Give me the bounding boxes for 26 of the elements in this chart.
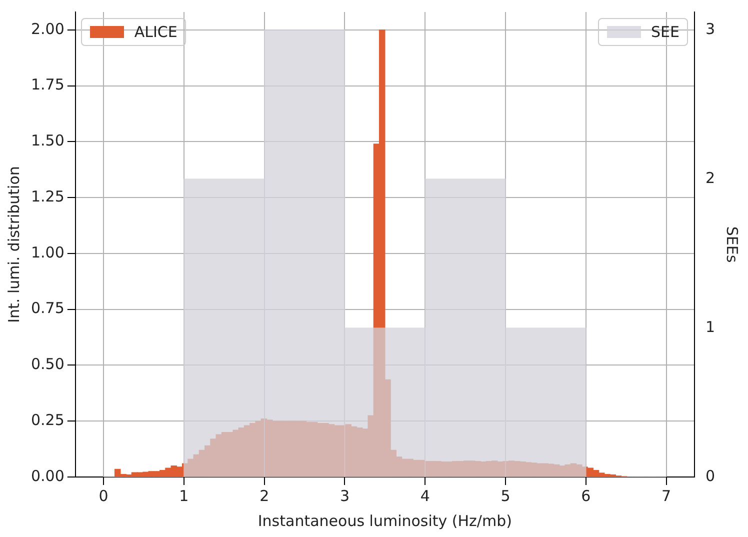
y2-axis-title: SEEs bbox=[723, 226, 742, 263]
y2-tick-label: 1 bbox=[705, 318, 716, 336]
y-tick-label: 0.50 bbox=[30, 355, 64, 374]
legend-label: ALICE bbox=[134, 23, 178, 41]
x-tick-label: 3 bbox=[340, 486, 350, 505]
x-tick-label: 1 bbox=[179, 486, 189, 505]
x-tick-label: 7 bbox=[662, 486, 672, 505]
x-tick-label: 2 bbox=[260, 486, 270, 505]
y-tick-label: 1.00 bbox=[30, 243, 64, 262]
x-tick-label: 0 bbox=[98, 486, 108, 505]
legend-label: SEE bbox=[650, 23, 680, 41]
y2-tick-label: 0 bbox=[705, 466, 716, 485]
y2-tick-label: 3 bbox=[705, 20, 716, 38]
y-tick-label: 2.00 bbox=[30, 20, 64, 38]
y-tick-label: 0.75 bbox=[30, 299, 64, 318]
x-tick-label: 6 bbox=[581, 486, 591, 505]
y-tick-label: 1.75 bbox=[30, 76, 64, 94]
y2-tick-label: 2 bbox=[705, 168, 716, 187]
y-tick-label: 1.50 bbox=[30, 132, 64, 150]
y-tick-label: 0.25 bbox=[30, 411, 64, 429]
x-tick-label: 5 bbox=[500, 486, 510, 505]
x-axis-title: Instantaneous luminosity (Hz/mb) bbox=[258, 512, 512, 530]
y-axis-title: Int. lumi. distribution bbox=[4, 166, 23, 323]
y-tick-label: 1.25 bbox=[30, 187, 64, 206]
x-tick-label: 4 bbox=[420, 486, 430, 505]
y-tick-label: 0.00 bbox=[30, 466, 64, 485]
